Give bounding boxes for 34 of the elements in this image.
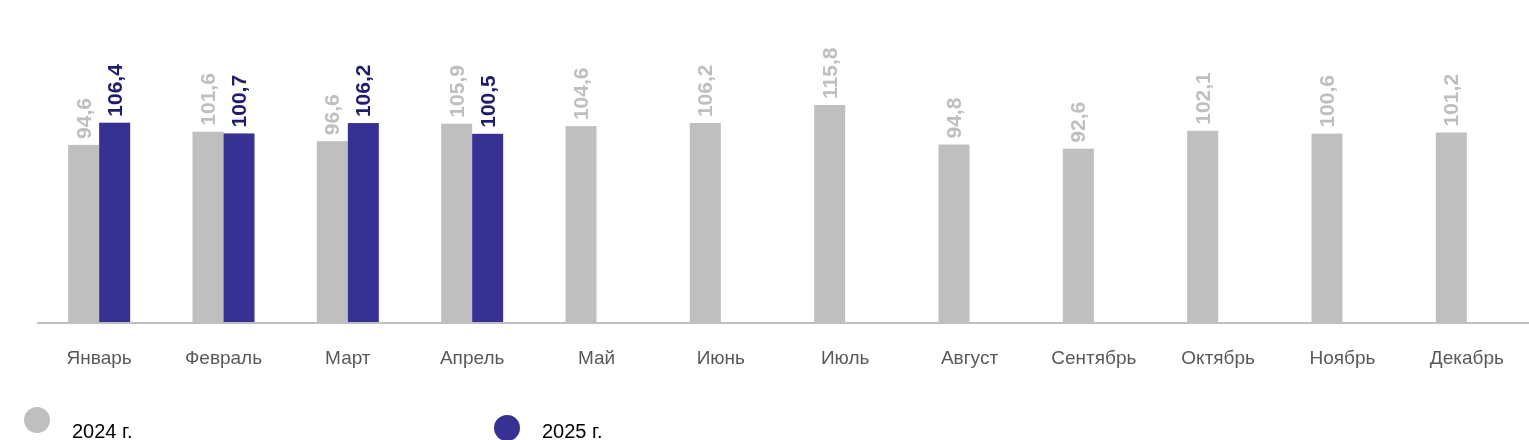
data-label: 94,8 (942, 97, 965, 139)
x-tick-label: Июнь (696, 347, 746, 368)
data-label: 92,6 (1066, 101, 1090, 143)
bar (472, 133, 504, 323)
legend-label: 2025 г. (542, 420, 603, 440)
data-label: 100,7 (227, 74, 250, 128)
bar (223, 133, 255, 323)
x-tick-label: Ноябрь (1309, 347, 1376, 368)
bar (99, 122, 131, 323)
data-label: 101,6 (196, 73, 219, 126)
data-label: 94,6 (71, 98, 95, 139)
data-label: 106,2 (693, 64, 717, 118)
bar (347, 123, 379, 323)
x-tick-label: Декабрь (1429, 347, 1504, 368)
data-label: 102,1 (1190, 71, 1214, 125)
x-tick-label: Июль (820, 347, 870, 368)
data-label: 106,2 (351, 64, 375, 118)
data-label: 101,2 (1439, 73, 1463, 127)
data-label: 106,4 (102, 63, 126, 117)
x-tick-label: Сентябрь (1051, 347, 1137, 368)
x-tick-label: Август (940, 347, 999, 368)
x-tick-label: Февраль (184, 347, 263, 368)
data-label: 104,6 (569, 67, 592, 121)
x-tick-label: Май (577, 347, 616, 368)
data-label: 100,6 (1315, 75, 1338, 128)
x-tick-label: Март (325, 347, 371, 368)
data-label: 105,9 (444, 65, 468, 118)
x-tick-label: Январь (66, 347, 132, 368)
data-label: 115,8 (817, 47, 841, 99)
data-label: 96,6 (320, 94, 344, 136)
legend-label: 2024 г. (72, 420, 133, 440)
data-label: 100,5 (475, 74, 499, 128)
x-tick-label: Апрель (439, 347, 505, 368)
x-tick-label: Октябрь (1181, 347, 1256, 368)
